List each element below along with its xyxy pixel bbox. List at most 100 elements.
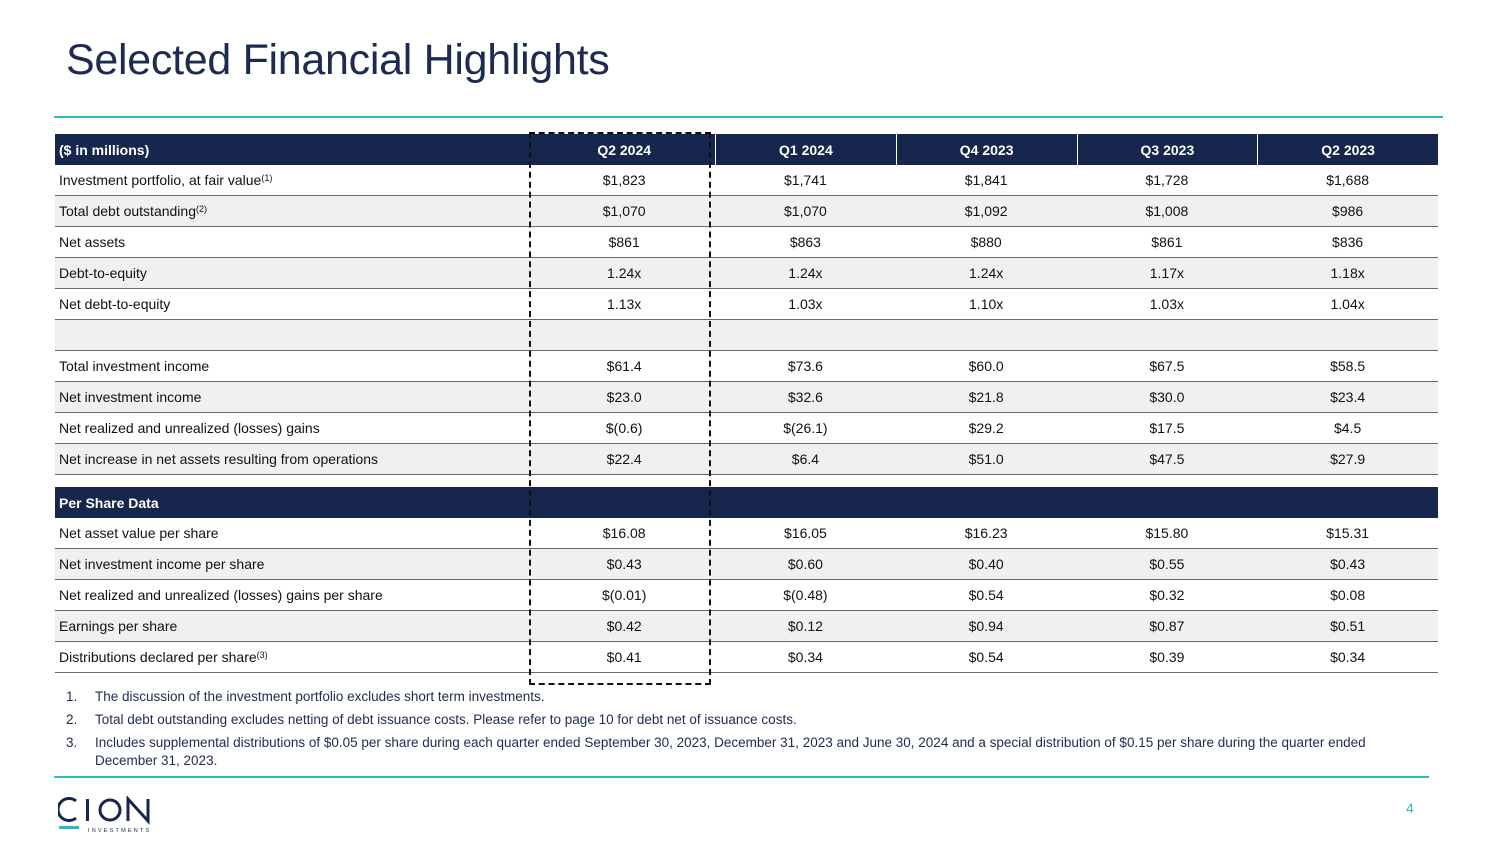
value-cell: $73.6 [787,358,823,374]
table-row: Net increase in net assets resulting fro… [55,444,1438,475]
footnote: 1. The discussion of the investment port… [66,689,545,704]
value-cell: $0.39 [1149,649,1185,665]
value-cell: $15.80 [1145,525,1189,541]
value-cell: 1.10x [969,296,1004,312]
value-cell: $15.31 [1326,525,1370,541]
value-cell: $61.4 [606,358,642,374]
value-cell: 1.13x [607,296,642,312]
value-cell: $32.6 [787,389,823,405]
value-cell: $0.41 [606,649,642,665]
value-cell: $6.4 [791,451,820,467]
value-cell: $16.05 [784,525,827,541]
row-label: Net assets [59,234,126,250]
value-cell: $0.51 [1330,618,1366,634]
table-row: Net realized and unrealized (losses) gai… [55,580,1438,611]
column-header: Q4 2023 [896,134,1077,165]
value-cell: $1,008 [1145,203,1189,219]
value-cell: $1,688 [1326,172,1370,188]
value-cell [533,320,715,350]
value-cell: $51.0 [968,451,1004,467]
value-cell: $0.54 [968,587,1004,603]
row-label: Net investment income [59,389,202,405]
value-cell: $23.0 [606,389,642,405]
row-label [55,320,533,350]
value-cell: $861 [1151,234,1183,250]
value-cell: $863 [789,234,821,250]
table-row: Net debt-to-equity 1.13x 1.03x 1.10x 1.03x 1.… [55,289,1438,320]
value-cell: 1.18x [1330,265,1365,281]
value-cell [1257,320,1438,350]
value-cell: $47.5 [1149,451,1185,467]
value-cell: $0.12 [787,618,823,634]
value-cell: $29.2 [968,420,1004,436]
section-header-per-share: Per Share Data [55,487,1438,518]
value-cell: 1.03x [788,296,823,312]
value-cell [896,320,1077,350]
value-cell: 1.17x [1149,265,1184,281]
value-cell: $1,070 [602,203,646,219]
value-cell: 1.03x [1149,296,1184,312]
value-cell: $58.5 [1330,358,1366,374]
value-cell [1077,320,1258,350]
row-label: Net realized and unrealized (losses) gai… [59,420,320,436]
value-cell: $60.0 [968,358,1004,374]
value-cell: $(0.6) [605,420,643,436]
main-rows: Investment portfolio, at fair value (1) $1… [55,165,1438,475]
table-row: Net investment income per share $0.43 $0.6… [55,549,1438,580]
value-cell: $30.0 [1149,389,1185,405]
table-row: Investment portfolio, at fair value (1) $1… [55,165,1438,196]
row-label: Total investment income [59,358,210,374]
value-cell: $4.5 [1333,420,1362,436]
value-cell: $1,728 [1145,172,1189,188]
value-cell: $986 [1332,203,1364,219]
table-row: Distributions declared per share (3) $0.41… [55,642,1438,673]
value-cell: $16.08 [602,525,646,541]
footnote: 3. Includes supplemental distributions o… [66,735,1366,768]
value-cell: $1,070 [784,203,827,219]
value-cell: $0.55 [1149,556,1185,572]
value-cell: 1.04x [1330,296,1365,312]
value-cell: $861 [608,234,640,250]
row-label: Debt-to-equity [59,265,147,281]
value-cell: $27.9 [1330,451,1366,467]
footnotes: 1. The discussion of the investment port… [66,688,1426,775]
value-cell: $67.5 [1149,358,1185,374]
per-share-rows: Net asset value per share $16.08 $16.05 $16… [55,518,1438,673]
page-title: Selected Financial Highlights [66,36,610,84]
value-cell: $1,823 [602,172,646,188]
value-cell: $1,741 [784,172,827,188]
value-cell: $0.43 [606,556,642,572]
value-cell: $(0.01) [602,587,647,603]
row-label: Net investment income per share [59,556,265,572]
cion-logo: INVESTMENTS [58,796,151,834]
column-header: Q2 2023 [1258,134,1438,165]
footnote: 2. Total debt outstanding excludes netti… [66,712,797,727]
value-cell: 1.24x [969,265,1004,281]
table-row: Net assets $861 $863 $880 $861 $836 [55,227,1438,258]
value-cell: $17.5 [1149,420,1185,436]
row-label: Distributions declared per share (3) [59,649,268,665]
value-cell: $(0.48) [783,587,828,603]
value-cell: 1.24x [607,265,642,281]
value-cell: $0.32 [1149,587,1185,603]
value-cell: $21.8 [968,389,1004,405]
value-cell: $0.08 [1330,587,1366,603]
value-cell: $0.43 [1330,556,1366,572]
value-cell: $836 [1332,234,1364,250]
value-cell [715,320,896,350]
value-cell: $0.94 [968,618,1004,634]
value-cell: $0.40 [968,556,1004,572]
value-cell: $0.54 [968,649,1004,665]
bottom-divider [54,776,1429,778]
value-cell: $0.87 [1149,618,1185,634]
table-row [55,320,1438,351]
value-cell: $1,092 [964,203,1008,219]
value-cell: $1,841 [964,172,1008,188]
value-cell: $23.4 [1330,389,1366,405]
logo-tagline: INVESTMENTS [88,828,151,834]
value-cell: $0.34 [1330,649,1366,665]
value-cell: $22.4 [606,451,642,467]
row-label: Net asset value per share [59,525,219,541]
table-row: Debt-to-equity 1.24x 1.24x 1.24x 1.17x 1.18x [55,258,1438,289]
value-cell: $0.42 [606,618,642,634]
